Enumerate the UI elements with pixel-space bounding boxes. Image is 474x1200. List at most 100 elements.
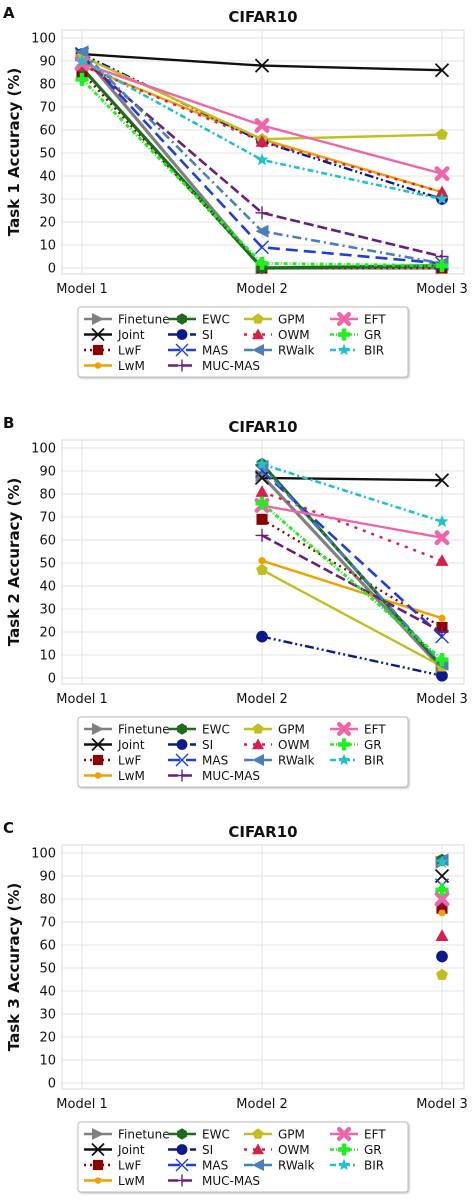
y-axis-label: Task 2 Accuracy (%) [5, 478, 23, 646]
legend-label: GPM [278, 1128, 305, 1142]
legend-label: LwF [118, 1159, 142, 1173]
legend-marker-finetune [92, 1128, 104, 1140]
legend-label: EWC [202, 1128, 230, 1142]
y-tick-label: 60 [39, 124, 56, 139]
legend-marker-mas [175, 753, 189, 767]
panel-letter: B [3, 414, 14, 432]
legend-marker-lwm [94, 362, 102, 369]
data-point-gr [435, 883, 449, 897]
series-line-rwalk [261, 465, 443, 666]
data-point-eft [434, 166, 450, 182]
y-tick-label: 20 [39, 216, 56, 231]
legend-marker-si [176, 1144, 188, 1155]
chart-title: CIFAR10 [228, 418, 297, 436]
data-point-owm [255, 135, 269, 147]
legend-label: GR [364, 738, 382, 752]
y-tick-label: 70 [39, 916, 56, 931]
y-tick-label: 10 [39, 239, 56, 254]
data-point-eft [434, 530, 450, 546]
legend-label: EFT [364, 1128, 386, 1142]
data-point-gr [435, 259, 449, 273]
legend-label: Joint [117, 328, 145, 342]
data-point-eft [434, 891, 450, 907]
legend-marker-gpm [252, 723, 264, 734]
x-tick-label: Model 3 [416, 1097, 467, 1112]
data-point-gr [255, 256, 269, 270]
legend-marker-rwalk [252, 1159, 264, 1171]
panel-c: C CIFAR10 0 10 20 30 40 50 60 70 80 90 100 Model 1 Mod… [3, 819, 468, 1193]
y-tick-label: 80 [39, 893, 56, 908]
data-point-owm [255, 485, 269, 497]
legend-marker-eft [336, 721, 352, 737]
series-line-eft [261, 504, 443, 539]
legend-marker-lwf [92, 344, 104, 356]
y-tick-label: 90 [39, 465, 56, 480]
x-tick-label: Model 1 [56, 1097, 107, 1112]
series-line-gpm [261, 568, 443, 668]
series-line-muc-mas [261, 534, 443, 634]
legend-label: OWM [278, 1143, 310, 1157]
legend-marker-eft [336, 311, 352, 327]
data-point-rwalk [75, 45, 89, 59]
legend-label: RWalk [278, 344, 315, 358]
legend-label: RWalk [278, 1159, 315, 1173]
series-line-bir [261, 462, 443, 523]
legend-marker-joint [91, 327, 105, 342]
y-tick-label: 100 [31, 32, 56, 47]
legend-label: LwF [118, 344, 142, 358]
y-tick-label: 20 [39, 626, 56, 641]
data-point-bir [435, 514, 449, 528]
data-point-si [256, 630, 268, 643]
legend-label: Finetune [118, 723, 170, 737]
data-point-joint [254, 470, 270, 486]
y-tick-label: 30 [39, 193, 56, 208]
legend-label: LwF [118, 754, 142, 768]
plot-area [61, 844, 465, 1090]
data-point-owm [435, 185, 449, 198]
y-tick-label: 90 [39, 55, 56, 70]
legend-marker-joint [91, 737, 105, 752]
legend-label: RWalk [278, 754, 315, 768]
data-point-lwm [438, 614, 446, 622]
legend-label: Joint [117, 1143, 145, 1157]
data-point-lwf [256, 513, 268, 525]
y-tick-label: 30 [39, 1008, 56, 1023]
legend-label: BIR [364, 754, 384, 768]
y-tick-label: 0 [48, 1077, 56, 1092]
data-point-owm [435, 929, 449, 941]
legend-marker-gr [338, 328, 350, 341]
data-point-gpm [436, 128, 448, 140]
data-point-gr [255, 496, 269, 510]
data-point-muc-mas [435, 625, 449, 639]
series-line-finetune [260, 474, 444, 670]
legend-marker-joint [91, 1142, 105, 1157]
y-tick-label: 0 [48, 262, 56, 277]
data-point-rwalk [255, 224, 269, 238]
data-point-joint [434, 63, 450, 78]
data-point-bir [435, 192, 449, 205]
legend-marker-ewc [177, 723, 187, 735]
series-line-joint [261, 476, 443, 482]
legend-marker-eft [336, 1126, 352, 1142]
y-tick-label: 100 [31, 847, 56, 862]
legend-marker-lwf [92, 1159, 104, 1171]
legend-label: OWM [278, 738, 310, 752]
data-point-mas [255, 240, 269, 255]
legend-label: LwM [118, 359, 145, 373]
legend-marker-lwf [92, 754, 104, 766]
legend-marker-bir [338, 1158, 350, 1171]
data-point-owm [435, 554, 449, 566]
x-tick-label: Model 2 [236, 692, 287, 707]
legend-marker-muc-mas [176, 359, 188, 372]
y-tick-label: 30 [39, 603, 56, 618]
series-line-si [261, 635, 443, 677]
data-point-lwm [258, 557, 266, 565]
data-point-muc-mas [255, 528, 269, 542]
legend-marker-mas [175, 1158, 189, 1172]
legend-marker-bir [338, 753, 350, 766]
data-point-joint [254, 58, 270, 73]
legend [77, 1121, 409, 1193]
legend-label: MUC-MAS [202, 359, 260, 373]
legend-label: SI [202, 738, 213, 752]
